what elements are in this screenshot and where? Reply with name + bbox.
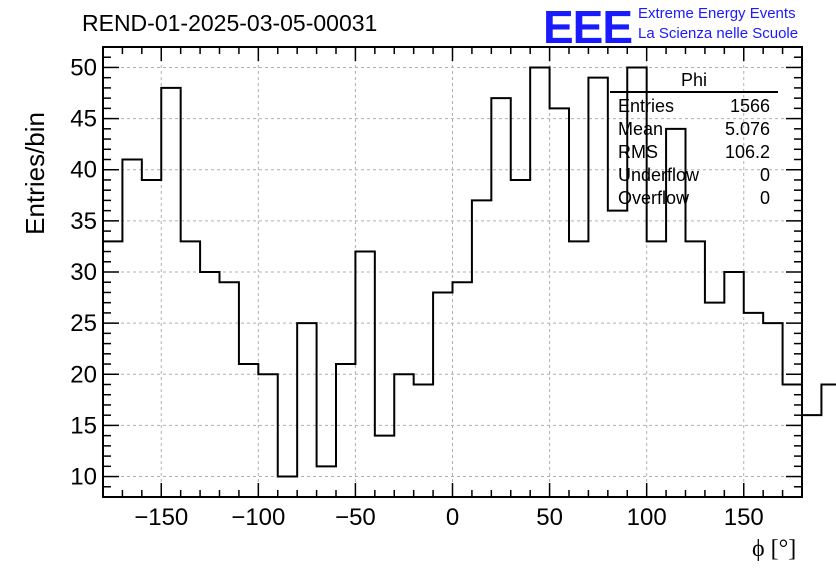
y-tick-label: 40 <box>70 157 97 184</box>
x-tick-label: 0 <box>446 504 459 531</box>
stats-box: Phi Entries 1566 Mean 5.076 RMS 106.2 Un… <box>610 70 778 210</box>
histogram-bin <box>317 466 336 497</box>
stats-label: Mean <box>618 119 664 139</box>
y-tick-label: 20 <box>70 361 97 388</box>
stats-row: Overflow 0 <box>610 187 778 210</box>
histogram-bin <box>588 78 607 497</box>
histogram-bin <box>802 415 821 497</box>
y-tick-label: 50 <box>70 54 97 81</box>
logo-line-1: Extreme Energy Events <box>638 5 796 22</box>
histogram-bin <box>258 374 277 497</box>
histogram-bin <box>686 241 705 497</box>
histogram-bin <box>181 241 200 497</box>
y-tick-label: 45 <box>70 106 97 133</box>
x-tick-label: −150 <box>134 504 188 531</box>
histogram-bin <box>569 241 588 497</box>
x-tick-label: −100 <box>231 504 285 531</box>
histogram-bin <box>394 374 413 497</box>
histogram-bin <box>122 160 141 498</box>
y-tick-label: 35 <box>70 208 97 235</box>
histogram-bin <box>355 252 374 497</box>
histogram-bin <box>220 282 239 497</box>
y-tick-label: 30 <box>70 259 97 286</box>
histogram-bin <box>821 385 836 498</box>
histogram-bin <box>530 67 549 497</box>
histogram-bin <box>278 477 297 497</box>
histogram-bin <box>239 364 258 497</box>
logo-line-2: La Scienza nelle Scuole <box>638 25 799 42</box>
stats-value: 5.076 <box>724 119 770 139</box>
y-tick-label: 15 <box>70 412 97 439</box>
histogram-bin <box>453 282 472 497</box>
eee-logo-text: Extreme Energy Events La Scienza nelle S… <box>638 4 798 44</box>
stats-row: RMS 106.2 <box>610 141 778 164</box>
y-axis-label: Entries/bin <box>20 112 50 235</box>
eee-logo-icon: EEE <box>543 1 633 53</box>
y-tick-label: 10 <box>70 464 97 491</box>
histogram-bin <box>142 180 161 497</box>
histogram-bin <box>414 385 433 498</box>
histogram-bin <box>550 108 569 497</box>
histogram-bin <box>705 303 724 497</box>
stats-box-divider <box>610 91 778 93</box>
histogram-bin <box>724 272 743 497</box>
stats-label: Underflow <box>618 165 700 185</box>
x-tick-label: 50 <box>536 504 563 531</box>
histogram-bin <box>336 364 355 497</box>
histogram-bin <box>200 272 219 497</box>
histogram-bin <box>647 241 666 497</box>
histogram-bin <box>472 200 491 497</box>
histogram-bin <box>297 323 316 497</box>
x-tick-label: −50 <box>335 504 376 531</box>
stats-row: Mean 5.076 <box>610 118 778 141</box>
stats-label: RMS <box>618 142 658 162</box>
stats-value: 0 <box>759 165 770 185</box>
histogram-bin <box>511 180 530 497</box>
stats-value: 106.2 <box>724 142 770 162</box>
histogram-bin <box>608 211 627 497</box>
y-tick-label: 25 <box>70 310 97 337</box>
stats-label: Overflow <box>618 188 690 208</box>
histogram-step-line <box>102 66 836 497</box>
histogram-bin <box>103 241 122 497</box>
stats-value: 0 <box>759 188 770 208</box>
stats-row: Entries 1566 <box>610 95 778 118</box>
run-title: REND-01-2025-03-05-00031 <box>82 10 378 36</box>
histogram-bin <box>375 436 394 497</box>
x-axis-label: ϕ [°] <box>752 536 797 562</box>
stats-box-name: Phi <box>680 70 707 90</box>
x-tick-label: 150 <box>724 504 764 531</box>
axis-tick-labels: −150 −100 −50 0 50 100 150 10 15 20 25 30 35 40 45 50 <box>70 54 763 531</box>
histogram-bin <box>491 98 510 497</box>
axis-ticks <box>102 47 803 497</box>
stats-label: Entries <box>618 96 675 116</box>
stats-row: Underflow 0 <box>610 164 778 187</box>
histogram-bin <box>161 88 180 497</box>
x-tick-label: 100 <box>627 504 667 531</box>
histogram-bin <box>783 385 802 498</box>
histogram-bin <box>763 323 782 497</box>
histogram-bin <box>744 313 763 497</box>
stats-value: 1566 <box>729 96 770 116</box>
